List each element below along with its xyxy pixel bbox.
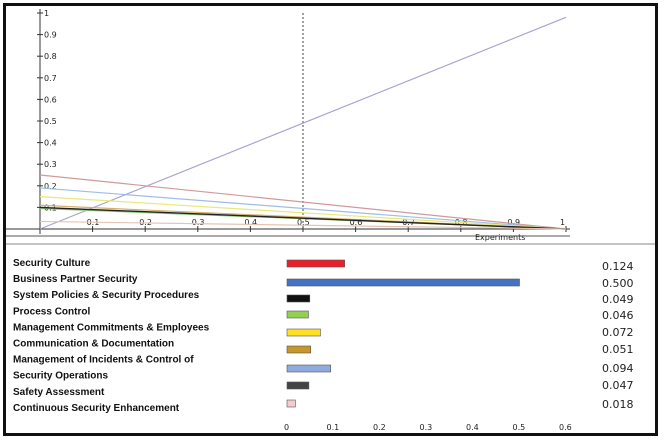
category-label: Management of Incidents & Control of — [13, 355, 194, 366]
category-label: Continuous Security Enhancement — [13, 403, 180, 414]
value-label: 0.018 — [602, 398, 634, 411]
category-label: Security Operations — [13, 371, 108, 382]
y-tick-label: 0.4 — [44, 139, 57, 148]
x-tick-label: 0.4 — [244, 218, 257, 227]
y-tick-label: 1 — [44, 9, 49, 18]
value-label: 0.047 — [602, 379, 634, 392]
y-tick-label: 0.6 — [44, 95, 57, 104]
bar-9 — [286, 399, 296, 408]
bar-x-tick-label: 0.1 — [327, 423, 340, 432]
category-label: Process Control — [13, 306, 90, 317]
category-label: System Policies & Security Procedures — [13, 290, 200, 301]
value-label: 0.124 — [602, 260, 634, 273]
y-tick-label: 0.9 — [44, 31, 57, 40]
value-label: 0.046 — [602, 309, 634, 322]
series-line-1 — [39, 16, 567, 230]
bar-7 — [286, 364, 332, 373]
y-tick-label: 0.3 — [44, 160, 57, 169]
category-label: Business Partner Security — [13, 274, 138, 285]
value-label: 0.049 — [602, 293, 634, 306]
series-line-7 — [39, 206, 567, 230]
value-label: 0.072 — [602, 326, 634, 339]
value-label: 0.051 — [602, 343, 634, 356]
bar-5 — [286, 328, 321, 337]
series-line-8 — [39, 220, 567, 230]
category-label: Safety Assessment — [13, 387, 105, 398]
y-tick-label: 0.5 — [44, 117, 57, 126]
y-tick-label: 0.8 — [44, 52, 57, 61]
bar-x-tick-label: 0.3 — [420, 423, 433, 432]
series-line-4 — [39, 196, 567, 230]
bar-x-tick-label: 0.6 — [559, 423, 572, 432]
category-label: Management Commitments & Employees — [13, 322, 210, 333]
bar-2 — [286, 278, 520, 287]
value-label: 0.500 — [602, 277, 634, 290]
bar-x-tick-label: 0.5 — [513, 423, 526, 432]
x-tick-label: 1 — [560, 218, 565, 227]
category-label: Security Culture — [13, 258, 91, 269]
y-tick-label: 0.7 — [44, 74, 57, 83]
category-label: Communication & Documentation — [13, 339, 174, 350]
value-label: 0.094 — [602, 362, 634, 375]
y-tick-label: 0.2 — [44, 182, 57, 191]
x-axis-label: Experiments — [475, 233, 525, 242]
bar-1 — [286, 259, 345, 268]
figure-frame — [3, 3, 658, 436]
series-line-2 — [39, 174, 567, 230]
x-tick-label: 0.3 — [192, 218, 205, 227]
bar-4 — [286, 310, 309, 319]
bar-x-tick-label: 0.2 — [373, 423, 386, 432]
bar-3 — [286, 294, 311, 303]
bar-x-tick-label: 0.4 — [466, 423, 479, 432]
x-tick-label: 0.6 — [350, 218, 363, 227]
bar-6 — [286, 345, 312, 354]
x-tick-label: 0.9 — [507, 218, 520, 227]
bar-8 — [286, 381, 310, 390]
series-line-3 — [39, 187, 567, 230]
bar-x-tick-label: 0 — [284, 423, 289, 432]
